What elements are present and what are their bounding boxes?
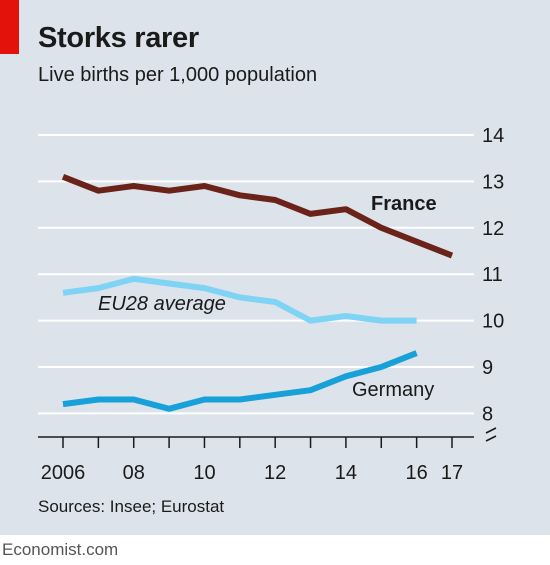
series-label-germany: Germany	[352, 379, 434, 401]
labels: 8 9 10 11 12 13 14 2006 08 10 12 14 16 17 France EU28 a…	[41, 125, 505, 484]
x-tick-label-16: 16	[406, 462, 428, 484]
x-axis	[38, 427, 497, 448]
x-tick-label-10: 10	[193, 462, 215, 484]
source-note: Sources: Insee; Eurostat	[38, 497, 225, 516]
y-tick-label-13: 13	[482, 171, 504, 193]
series-line-germany	[62, 350, 418, 412]
y-tick-label-9: 9	[482, 357, 493, 379]
x-tick-label-12: 12	[264, 462, 286, 484]
series-label-france: France	[371, 193, 437, 215]
y-tick-label-14: 14	[482, 125, 504, 147]
x-tick-label-2006: 2006	[41, 462, 86, 484]
axis-break-marker	[485, 427, 497, 442]
series-lines	[61, 174, 454, 412]
y-tick-label-8: 8	[482, 403, 493, 425]
line-chart: 8 9 10 11 12 13 14 2006 08 10 12 14 16 17 France EU28 a…	[38, 125, 505, 484]
x-tick-label-14: 14	[335, 462, 357, 484]
series-label-eu28-average: EU28 average	[98, 293, 226, 315]
y-tick-label-12: 12	[482, 218, 504, 240]
x-tick-label-17: 17	[441, 462, 463, 484]
brand-red-tag	[0, 0, 19, 54]
y-tick-label-10: 10	[482, 311, 504, 333]
series-line-eu28-average	[62, 275, 417, 324]
gridlines	[38, 134, 474, 415]
y-tick-label-11: 11	[482, 264, 503, 286]
series-line-france	[61, 174, 454, 259]
x-tick-label-08: 08	[123, 462, 145, 484]
chart-subtitle: Live births per 1,000 population	[38, 64, 318, 86]
brand-footer: Economist.com	[2, 540, 119, 559]
chart-title: Storks rarer	[38, 22, 199, 54]
